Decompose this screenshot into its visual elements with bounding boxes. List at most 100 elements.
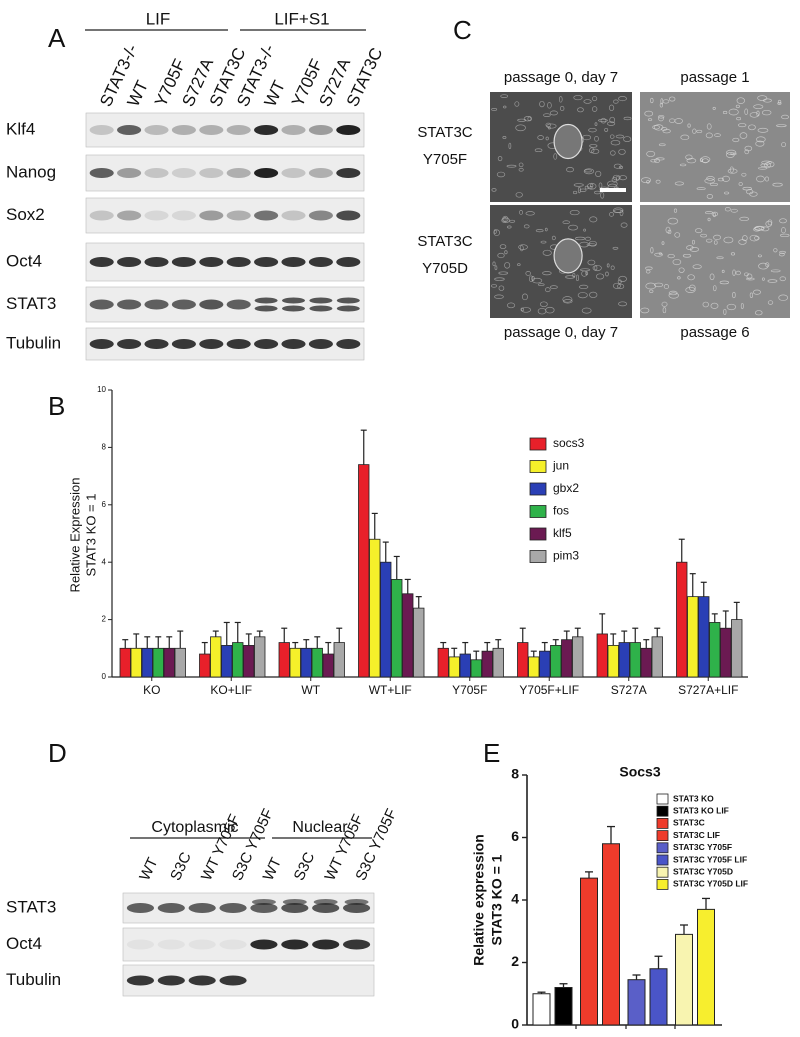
cell bbox=[738, 239, 747, 245]
row-label: Oct4 bbox=[6, 934, 42, 953]
cell bbox=[575, 274, 579, 282]
cell bbox=[732, 269, 736, 276]
cell bbox=[728, 108, 739, 116]
cell bbox=[645, 269, 651, 274]
cell bbox=[724, 191, 730, 195]
micrograph bbox=[640, 205, 790, 318]
cell bbox=[767, 300, 774, 305]
cell bbox=[682, 253, 692, 258]
cell bbox=[722, 175, 730, 182]
band bbox=[144, 339, 169, 349]
bar bbox=[437, 647, 449, 678]
blot-strip bbox=[85, 154, 365, 192]
cell bbox=[662, 99, 670, 104]
lane-label: S3C bbox=[291, 850, 319, 884]
cell bbox=[577, 107, 584, 113]
cell bbox=[661, 241, 665, 245]
cell bbox=[611, 177, 618, 183]
cell bbox=[658, 143, 666, 147]
image-caption: passage 6 bbox=[680, 324, 749, 341]
legend-swatch bbox=[656, 818, 669, 829]
cell bbox=[497, 156, 503, 162]
cell bbox=[716, 256, 724, 260]
x-tick-label: KO bbox=[143, 683, 160, 697]
cell bbox=[700, 156, 711, 163]
cell bbox=[618, 175, 627, 181]
panel-label: D bbox=[48, 738, 67, 768]
cell bbox=[655, 157, 665, 161]
cell bbox=[517, 263, 521, 267]
cell bbox=[679, 163, 687, 167]
cell bbox=[667, 217, 679, 225]
cell bbox=[746, 277, 755, 281]
bar bbox=[554, 987, 573, 1026]
x-tick-label: KO+LIF bbox=[210, 683, 252, 697]
y-tick-label: 10 bbox=[97, 385, 106, 394]
cell bbox=[757, 127, 769, 133]
band bbox=[144, 257, 169, 267]
row-label: Klf4 bbox=[6, 119, 35, 138]
cell bbox=[514, 101, 520, 107]
cell bbox=[493, 229, 500, 237]
band bbox=[254, 339, 279, 349]
cell bbox=[506, 164, 517, 168]
cell bbox=[604, 127, 609, 132]
legend-label: gbx2 bbox=[553, 481, 579, 495]
bar bbox=[602, 843, 620, 1026]
cell bbox=[504, 262, 511, 269]
cell bbox=[773, 248, 778, 253]
cell bbox=[706, 176, 715, 181]
band bbox=[312, 903, 340, 913]
cell bbox=[740, 302, 744, 310]
cell bbox=[519, 245, 524, 252]
y-tick-label: 0 bbox=[511, 1016, 519, 1032]
cell bbox=[705, 132, 713, 139]
band bbox=[336, 210, 361, 221]
cell bbox=[592, 96, 598, 102]
band bbox=[336, 339, 361, 349]
x-tick-label: Y705F+LIF bbox=[519, 683, 579, 697]
lane-label: WT bbox=[136, 855, 161, 883]
row-label: Tubulin bbox=[6, 970, 61, 989]
cell bbox=[503, 216, 507, 222]
cell bbox=[528, 275, 534, 283]
cell bbox=[537, 283, 545, 287]
band bbox=[336, 125, 361, 135]
cell bbox=[744, 149, 750, 155]
bar bbox=[532, 993, 551, 1026]
cell bbox=[677, 276, 681, 280]
cell bbox=[742, 235, 748, 242]
bar bbox=[481, 650, 493, 678]
cell bbox=[615, 134, 625, 139]
cell bbox=[746, 273, 753, 280]
band bbox=[226, 125, 251, 135]
band bbox=[254, 305, 278, 312]
cell bbox=[709, 273, 715, 281]
colony bbox=[553, 123, 583, 160]
bar bbox=[221, 645, 233, 678]
cell bbox=[496, 171, 506, 178]
band bbox=[188, 903, 216, 913]
cell bbox=[600, 192, 605, 199]
bar bbox=[232, 642, 244, 678]
y-axis-label: Relative expression bbox=[471, 834, 487, 966]
cell bbox=[649, 289, 654, 293]
cell bbox=[502, 215, 509, 223]
band bbox=[254, 257, 279, 267]
x-tick-label: Y705F bbox=[452, 683, 487, 697]
cell bbox=[548, 126, 551, 130]
band bbox=[199, 299, 224, 310]
cell bbox=[574, 236, 586, 241]
cell bbox=[781, 142, 787, 148]
bar bbox=[697, 908, 715, 1026]
lane-label: WT bbox=[260, 855, 285, 883]
cell bbox=[544, 287, 551, 293]
cell bbox=[757, 95, 768, 101]
cell bbox=[647, 118, 653, 122]
cell bbox=[687, 123, 691, 128]
cell bbox=[592, 264, 602, 272]
cell bbox=[662, 128, 671, 134]
cell bbox=[595, 273, 605, 280]
bar bbox=[459, 653, 471, 678]
row-label: STAT3 bbox=[6, 897, 56, 916]
